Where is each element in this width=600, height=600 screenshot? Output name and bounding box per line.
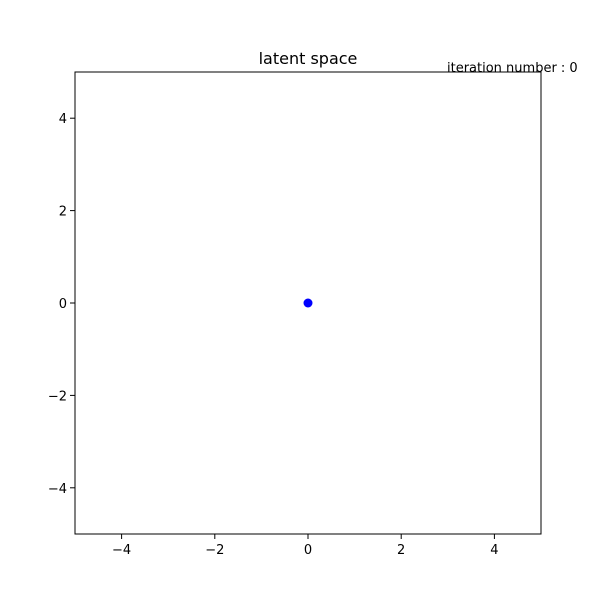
y-tick-label: −4 (48, 482, 67, 497)
x-tick-label: 0 (304, 543, 312, 558)
x-tick-label: −4 (112, 543, 131, 558)
x-tick-label: 4 (490, 543, 498, 558)
x-tick-label: 2 (397, 543, 405, 558)
data-point (303, 298, 313, 308)
data-points (303, 298, 313, 308)
y-tick-label: 2 (59, 205, 67, 220)
y-tick-label: 4 (59, 112, 67, 127)
y-axis-ticks: −4 −2 0 2 4 (48, 112, 75, 497)
iteration-annotation: iteration number : 0 (447, 61, 578, 76)
x-axis-ticks: −4 −2 0 2 4 (112, 534, 499, 558)
y-tick-label: −2 (48, 389, 67, 404)
y-tick-label: 0 (59, 297, 67, 312)
chart-title: latent space (259, 49, 358, 68)
axes-frame (74, 71, 542, 535)
x-tick-label: −2 (205, 543, 224, 558)
